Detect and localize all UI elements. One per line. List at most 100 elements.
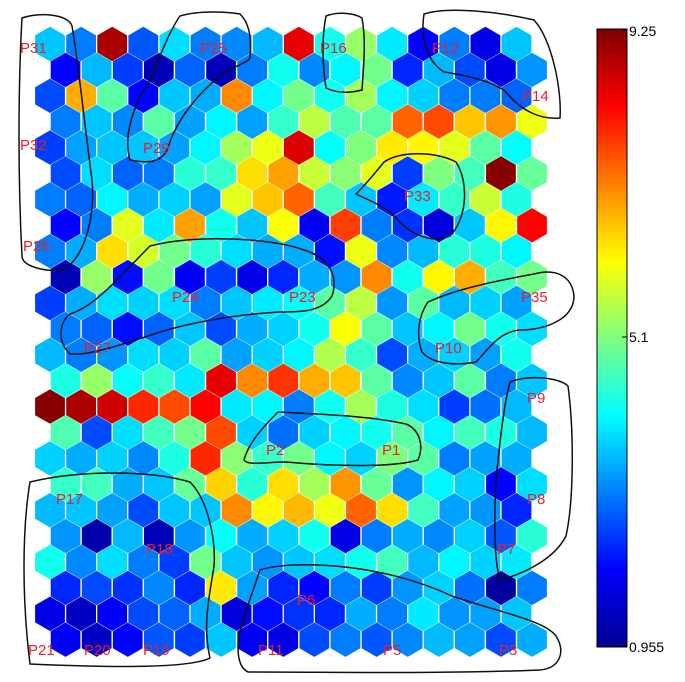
region-label-p7: P7 <box>497 541 515 558</box>
cluster-outline <box>23 472 216 668</box>
hex-cell <box>439 130 470 165</box>
hex-cell <box>66 544 96 580</box>
hex-cell <box>501 78 532 113</box>
hex-cell <box>423 415 454 450</box>
hex-cell <box>128 596 159 631</box>
hex-cell <box>423 467 454 502</box>
hex-cell <box>144 311 174 347</box>
hex-cell <box>35 544 65 580</box>
hex-cell <box>299 208 330 243</box>
hex-cell <box>486 311 516 347</box>
hex-cell <box>268 156 299 191</box>
hex-cell <box>439 596 470 631</box>
hex-cell <box>221 441 252 476</box>
hex-cell <box>392 467 423 502</box>
hex-cell <box>392 52 423 88</box>
cluster-outline <box>422 9 562 119</box>
hex-cell <box>159 544 190 580</box>
hex-cell <box>361 570 392 606</box>
hex-cell <box>299 415 330 450</box>
cluster-outline <box>127 11 252 163</box>
hex-cell <box>237 622 267 657</box>
region-label-p26: P26 <box>23 238 50 255</box>
hex-cell <box>159 596 190 631</box>
hex-cell <box>50 208 81 243</box>
hex-cell <box>81 311 112 347</box>
hex-cell <box>50 259 81 295</box>
hex-cell <box>346 493 376 528</box>
hex-cell <box>97 234 128 269</box>
hex-cell <box>299 311 330 347</box>
hex-cell <box>128 26 159 62</box>
hex-cell <box>423 570 454 606</box>
hex-cell <box>330 518 361 554</box>
hex-cell <box>486 622 516 657</box>
hex-cell <box>190 182 221 217</box>
hex-cell <box>283 78 314 113</box>
hex-cell <box>35 182 65 217</box>
hex-cell <box>315 130 345 165</box>
hex-cell <box>206 622 236 657</box>
hex-cell <box>330 311 361 347</box>
hexagon-grid <box>35 26 547 657</box>
hex-cell <box>252 337 283 372</box>
hex-cell <box>268 363 299 398</box>
hex-cell <box>346 26 376 62</box>
cluster-outline <box>60 238 335 355</box>
hex-cell <box>144 104 174 139</box>
hex-cell <box>97 389 128 424</box>
hex-cell <box>408 182 439 217</box>
hex-cell <box>283 337 314 372</box>
hex-cell <box>206 415 236 450</box>
hex-cell <box>221 389 252 424</box>
hex-cell <box>128 182 159 217</box>
hex-cell <box>455 467 485 502</box>
hex-cell <box>268 259 299 295</box>
hex-cell <box>315 182 345 217</box>
region-label-p24: P24 <box>172 289 199 306</box>
hex-cell <box>237 467 267 502</box>
hex-cell <box>423 156 454 191</box>
hex-cell <box>361 311 392 347</box>
hex-cell <box>392 622 423 657</box>
hex-cell <box>159 285 190 321</box>
hex-cell <box>66 441 96 476</box>
hex-cell <box>81 570 112 606</box>
hex-cell <box>486 259 516 295</box>
hex-cell <box>315 596 345 631</box>
hex-cell <box>81 363 112 398</box>
hex-cell <box>66 596 96 631</box>
hex-cell <box>455 570 485 606</box>
hex-cell <box>159 441 190 476</box>
hex-cell <box>408 78 439 113</box>
hex-cell <box>268 311 299 347</box>
hex-cell <box>175 467 205 502</box>
hex-cell <box>392 104 423 139</box>
hex-cell <box>455 518 485 554</box>
hex-cell <box>175 208 205 243</box>
hex-cell <box>144 622 174 657</box>
hex-cell <box>283 234 314 269</box>
hex-cell <box>97 182 128 217</box>
hex-cell <box>206 208 236 243</box>
hex-cell <box>361 156 392 191</box>
hex-cell <box>221 493 252 528</box>
region-label-p6: P6 <box>297 592 315 609</box>
region-label-p14: P14 <box>522 88 549 105</box>
hex-cell <box>175 363 205 398</box>
hex-cell <box>159 493 190 528</box>
hex-cell <box>35 26 65 62</box>
hex-cell <box>35 337 65 372</box>
region-label-p11: P11 <box>258 642 284 659</box>
hex-cell <box>112 467 143 502</box>
hex-cell <box>97 285 128 321</box>
hex-cell <box>455 208 485 243</box>
hex-cell <box>112 156 143 191</box>
hex-cell <box>501 596 532 631</box>
cluster-outline <box>417 271 575 365</box>
hex-cell <box>35 493 65 528</box>
colorbar: 9.25 5.1 0.955 <box>596 23 664 655</box>
hex-cell <box>206 570 236 606</box>
hex-cell <box>283 26 314 62</box>
hex-cell <box>206 52 236 88</box>
